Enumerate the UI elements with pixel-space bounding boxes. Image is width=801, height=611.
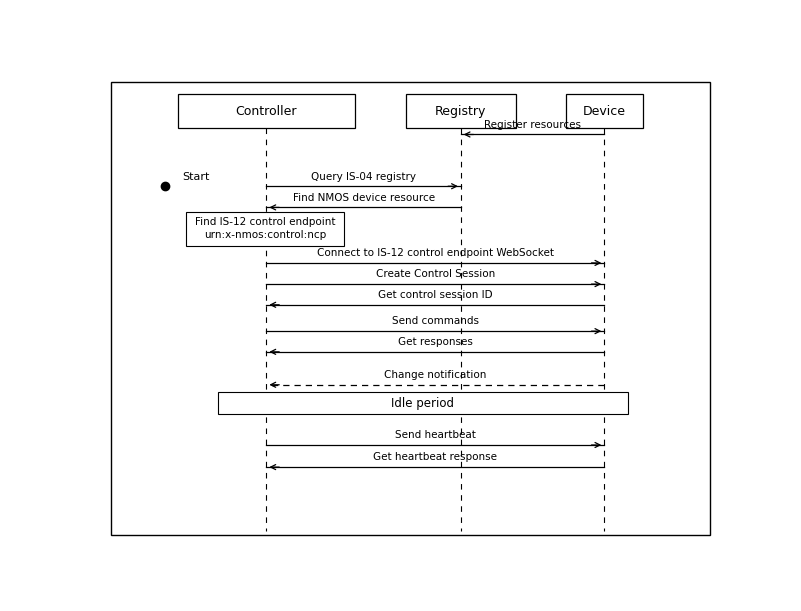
Text: Get control session ID: Get control session ID [378, 290, 493, 300]
Text: Connect to IS-12 control endpoint WebSocket: Connect to IS-12 control endpoint WebSoc… [317, 248, 553, 258]
Text: Send heartbeat: Send heartbeat [395, 430, 476, 441]
Text: Query IS-04 registry: Query IS-04 registry [311, 172, 417, 181]
Bar [566, 95, 642, 128]
Text: Device: Device [582, 105, 626, 118]
Text: Get responses: Get responses [398, 337, 473, 347]
Text: Change notification: Change notification [384, 370, 486, 380]
Text: Find NMOS device resource: Find NMOS device resource [292, 192, 435, 203]
Text: Get heartbeat response: Get heartbeat response [373, 452, 497, 463]
Text: Register resources: Register resources [484, 120, 581, 130]
Text: Send commands: Send commands [392, 316, 479, 326]
Text: Controller: Controller [235, 105, 297, 118]
Text: Create Control Session: Create Control Session [376, 269, 495, 279]
Text: Start: Start [183, 172, 210, 183]
Bar [186, 211, 344, 246]
Bar [218, 392, 628, 414]
Bar [405, 95, 516, 128]
Text: Find IS-12 control endpoint
urn:x-nmos:control:ncp: Find IS-12 control endpoint urn:x-nmos:c… [195, 217, 335, 240]
Text: Idle period: Idle period [392, 397, 454, 409]
Bar [178, 95, 355, 128]
Text: Registry: Registry [435, 105, 486, 118]
